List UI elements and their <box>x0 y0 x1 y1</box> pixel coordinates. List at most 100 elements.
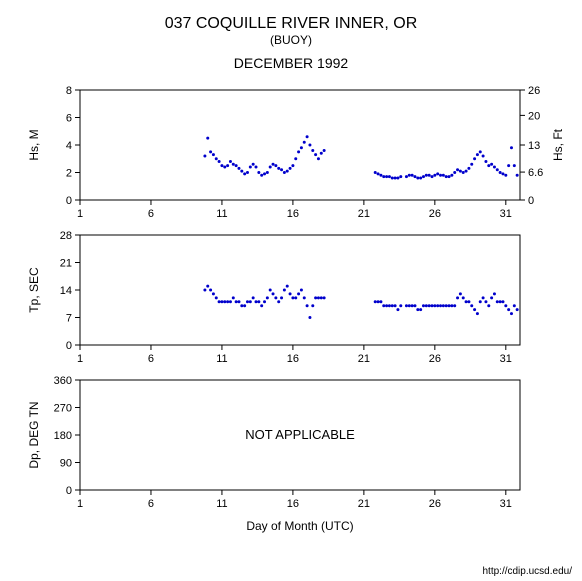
xtick-label: 21 <box>358 353 370 365</box>
data-point <box>470 163 473 166</box>
data-point <box>379 174 382 177</box>
ytick-label: 270 <box>54 403 72 415</box>
data-point <box>501 300 504 303</box>
ytick-label: 0 <box>66 340 72 352</box>
not-applicable-text: NOT APPLICABLE <box>245 427 355 442</box>
ytick-label: 8 <box>66 85 72 97</box>
data-point <box>272 292 275 295</box>
data-point <box>456 168 459 171</box>
data-point <box>433 174 436 177</box>
data-point <box>300 146 303 149</box>
xtick-label: 1 <box>77 353 83 365</box>
data-point <box>428 304 431 307</box>
data-point <box>399 175 402 178</box>
data-point <box>223 166 226 169</box>
ylabel-left: Dp, DEG TN <box>27 401 41 468</box>
xtick-label: 16 <box>287 208 299 220</box>
data-point <box>235 300 238 303</box>
data-point <box>391 177 394 180</box>
xtick-label: 31 <box>500 498 512 510</box>
data-point <box>379 300 382 303</box>
data-point <box>422 175 425 178</box>
data-point <box>320 152 323 155</box>
data-point <box>277 300 280 303</box>
xtick-label: 6 <box>148 353 154 365</box>
ytick-label: 21 <box>60 258 72 270</box>
data-point <box>459 170 462 173</box>
data-point <box>289 292 292 295</box>
data-point <box>382 304 385 307</box>
data-point <box>320 296 323 299</box>
xtick-label: 26 <box>429 353 441 365</box>
data-point <box>218 160 221 163</box>
data-point <box>266 171 269 174</box>
data-point <box>433 304 436 307</box>
data-point <box>388 304 391 307</box>
ytick-right-label: 13 <box>528 140 540 152</box>
data-point <box>314 296 317 299</box>
data-point <box>445 304 448 307</box>
data-point <box>317 296 320 299</box>
footer-url: http://cdip.ucsd.edu/ <box>482 566 572 577</box>
data-point <box>462 171 465 174</box>
data-point <box>470 304 473 307</box>
data-point <box>439 304 442 307</box>
ylabel-left: Hs, M <box>27 129 41 160</box>
data-point <box>396 308 399 311</box>
data-point <box>422 304 425 307</box>
ytick-label: 0 <box>66 195 72 207</box>
data-point <box>280 296 283 299</box>
data-point <box>476 312 479 315</box>
data-point <box>453 171 456 174</box>
data-point <box>504 174 507 177</box>
data-point <box>504 304 507 307</box>
data-point <box>229 160 232 163</box>
data-point <box>235 164 238 167</box>
data-point <box>405 175 408 178</box>
ytick-label: 7 <box>66 313 72 325</box>
xtick-label: 6 <box>148 498 154 510</box>
data-point <box>255 166 258 169</box>
data-point <box>510 146 513 149</box>
data-point <box>490 163 493 166</box>
data-point <box>209 289 212 292</box>
data-point <box>385 175 388 178</box>
data-point <box>419 177 422 180</box>
data-point <box>306 304 309 307</box>
data-point <box>308 144 311 147</box>
data-point <box>411 304 414 307</box>
data-point <box>266 296 269 299</box>
xtick-label: 26 <box>429 498 441 510</box>
data-point <box>456 296 459 299</box>
data-point <box>255 300 258 303</box>
data-point <box>419 308 422 311</box>
data-point <box>283 171 286 174</box>
data-point <box>388 175 391 178</box>
data-point <box>291 164 294 167</box>
data-point <box>314 153 317 156</box>
data-point <box>439 174 442 177</box>
data-point <box>476 153 479 156</box>
data-point <box>220 164 223 167</box>
data-point <box>467 167 470 170</box>
data-point <box>391 304 394 307</box>
data-point <box>431 304 434 307</box>
data-point <box>510 312 513 315</box>
data-point <box>212 153 215 156</box>
data-point <box>496 168 499 171</box>
data-point <box>212 292 215 295</box>
xtick-label: 31 <box>500 208 512 220</box>
data-point <box>226 164 229 167</box>
data-point <box>206 285 209 288</box>
data-point <box>243 172 246 175</box>
data-point <box>317 157 320 160</box>
data-point <box>274 296 277 299</box>
xaxis-label: Day of Month (UTC) <box>246 519 353 533</box>
data-point <box>232 163 235 166</box>
data-point <box>484 300 487 303</box>
data-point <box>272 163 275 166</box>
data-point <box>507 164 510 167</box>
data-point <box>482 296 485 299</box>
data-point <box>385 304 388 307</box>
xtick-label: 31 <box>500 353 512 365</box>
